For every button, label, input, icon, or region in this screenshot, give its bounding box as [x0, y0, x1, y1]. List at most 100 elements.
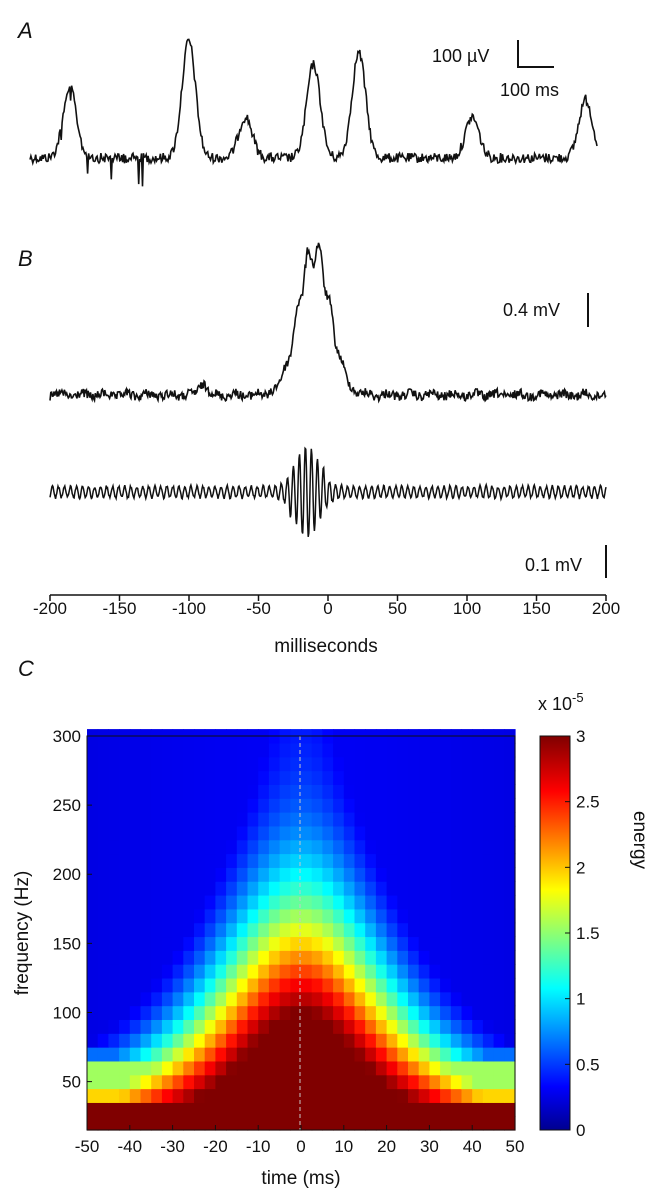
heatmap-cell — [450, 977, 463, 993]
heatmap-cell — [215, 742, 227, 758]
heatmap-cell — [482, 839, 495, 855]
heatmap-cell — [151, 1102, 163, 1117]
heatmap-cell — [172, 812, 184, 827]
heatmap-cell — [226, 867, 238, 882]
heatmap-cell — [161, 908, 174, 924]
heatmap-cell — [472, 825, 484, 841]
heatmap-cell — [397, 812, 409, 827]
heatmap-cell — [354, 798, 366, 813]
panel-a-scale-y-label: 100 µV — [432, 46, 489, 66]
heatmap-cell — [440, 977, 452, 993]
heatmap-cell — [279, 742, 291, 758]
heatmap-cell — [87, 798, 99, 813]
heatmap-cell — [493, 798, 505, 813]
heatmap-cell — [343, 853, 356, 868]
heatmap-cell — [365, 950, 377, 965]
heatmap-cell — [418, 1088, 430, 1103]
heatmap-cell — [87, 1019, 99, 1034]
heatmap-cell — [236, 964, 249, 979]
heatmap-cell — [172, 1102, 184, 1117]
heatmap-cell — [429, 1116, 441, 1131]
heatmap-cell — [482, 1060, 495, 1076]
heatmap-cell — [504, 770, 516, 785]
heatmap-cell — [279, 798, 291, 813]
heatmap-cell — [151, 853, 163, 868]
heatmap-cell — [397, 1019, 409, 1034]
heatmap-cell — [172, 784, 184, 799]
heatmap-cell — [194, 825, 206, 841]
heatmap-cell — [493, 1116, 505, 1131]
heatmap-cell — [108, 1102, 120, 1117]
heatmap-cell — [482, 894, 495, 910]
heatmap-cell — [215, 1074, 227, 1090]
heatmap-cell — [493, 853, 505, 868]
heatmap-cell — [397, 894, 409, 910]
heatmap-cell — [408, 1074, 420, 1090]
heatmap-cell — [450, 1019, 463, 1034]
heatmap-cell — [418, 798, 430, 813]
heatmap-cell — [268, 1102, 281, 1117]
heatmap-cell — [258, 922, 270, 938]
heatmap-cell — [236, 1047, 249, 1062]
heatmap-cell — [172, 770, 184, 785]
heatmap-cell — [215, 867, 227, 882]
panel-a-scale-x-label: 100 ms — [500, 80, 559, 100]
heatmap-cell — [268, 1047, 281, 1062]
panel-c-x-tick-label: 20 — [377, 1137, 396, 1156]
heatmap-cell — [365, 770, 377, 785]
heatmap-cell — [183, 798, 195, 813]
heatmap-cell — [386, 936, 398, 951]
heatmap-cell — [418, 1005, 430, 1020]
heatmap-cell — [333, 950, 345, 965]
panel-b-tick-label: -50 — [246, 599, 271, 618]
heatmap-cell — [322, 1033, 334, 1048]
heatmap-cell — [482, 1019, 495, 1034]
heatmap-cell — [408, 1005, 420, 1020]
heatmap-cell — [290, 812, 302, 827]
panel-c: C -50 -40 -30 -20 -10 0 10 20 30 40 50 50100150200… — [12, 656, 647, 1189]
heatmap-cell — [129, 1047, 142, 1062]
panel-c-y-tick-label: 100 — [53, 1003, 81, 1022]
heatmap-cell — [172, 908, 184, 924]
panel-b-filtered-trace — [49, 446, 607, 538]
heatmap-cell — [408, 1060, 420, 1076]
heatmap-cell — [215, 908, 227, 924]
heatmap-cell — [365, 825, 377, 841]
heatmap-cell — [418, 936, 430, 951]
heatmap-cell — [365, 1047, 377, 1062]
heatmap-cell — [333, 881, 345, 896]
heatmap-cell — [183, 977, 195, 993]
heatmap-cell — [493, 1047, 505, 1062]
heatmap-cell — [311, 881, 323, 896]
heatmap-cell — [247, 756, 259, 772]
heatmap-cell — [108, 853, 120, 868]
heatmap-cell — [472, 770, 484, 785]
heatmap-cell — [236, 977, 249, 993]
heatmap-cell — [301, 1116, 313, 1131]
heatmap-cell — [97, 1116, 109, 1131]
heatmap-cell — [151, 1019, 163, 1034]
heatmap-cell — [440, 825, 452, 841]
heatmap-cell — [172, 1074, 184, 1090]
heatmap-cell — [354, 1074, 366, 1090]
heatmap-cell — [129, 756, 142, 772]
heatmap-cell — [247, 867, 259, 882]
heatmap-cell — [375, 853, 388, 868]
heatmap-cell — [247, 1102, 259, 1117]
heatmap-cell — [472, 1116, 484, 1131]
heatmap-cell — [129, 922, 142, 938]
heatmap-cell — [258, 1102, 270, 1117]
heatmap-cell — [343, 867, 356, 882]
heatmap-cell — [493, 936, 505, 951]
heatmap-cell — [183, 839, 195, 855]
heatmap-cell — [440, 756, 452, 772]
heatmap-cell — [333, 1074, 345, 1090]
heatmap-cell — [236, 1116, 249, 1131]
heatmap-cell — [450, 784, 463, 799]
heatmap-cell — [204, 1088, 216, 1103]
heatmap-cell — [333, 812, 345, 827]
heatmap-cell — [279, 1047, 291, 1062]
heatmap-cell — [311, 1033, 323, 1048]
heatmap-cell — [343, 812, 356, 827]
heatmap-cell — [375, 1088, 388, 1103]
